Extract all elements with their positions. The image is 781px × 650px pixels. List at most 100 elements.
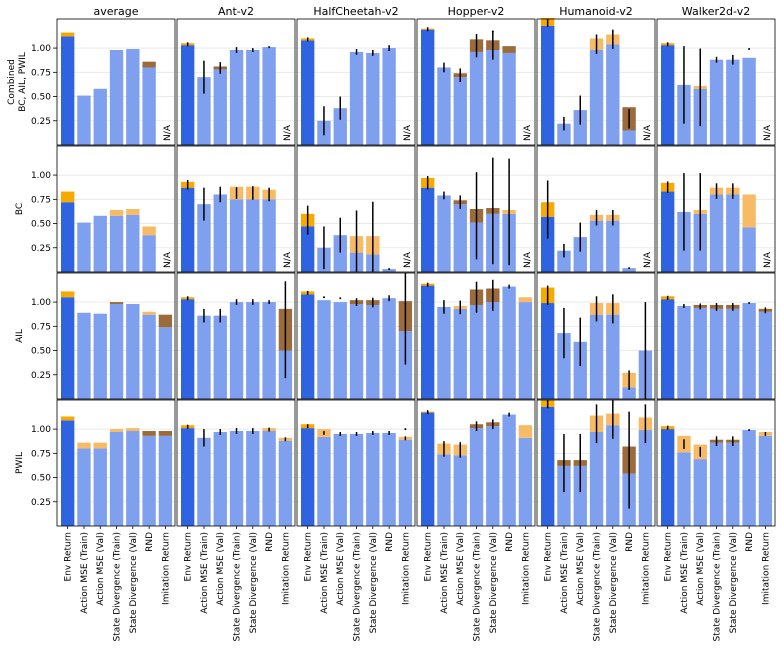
bar	[606, 44, 620, 146]
bar	[742, 57, 756, 146]
y-tick-label: 0.25	[31, 498, 51, 508]
panel-frame	[416, 272, 536, 400]
x-tick-label: State Divergence (Train)	[353, 532, 363, 641]
row-label-line: AIL	[15, 329, 25, 343]
panel-frame	[536, 399, 656, 527]
bar	[61, 420, 75, 526]
bar	[486, 426, 500, 526]
bar	[77, 312, 91, 399]
bar	[301, 294, 315, 399]
bar	[213, 69, 227, 145]
na-label: N/A	[403, 124, 413, 141]
bar-extra	[61, 291, 75, 298]
bar-extra	[158, 431, 173, 436]
panel-frame	[176, 18, 296, 146]
panel-frame	[416, 18, 536, 146]
y-tick-label: 0.50	[31, 474, 51, 484]
x-tick-label: RND	[505, 532, 515, 552]
bar	[541, 406, 555, 526]
bar	[606, 425, 620, 526]
bar-extra	[77, 442, 91, 449]
bar	[333, 302, 347, 399]
bar	[541, 25, 555, 145]
bar-extra	[502, 46, 516, 53]
row-label-line: BC	[15, 203, 25, 215]
bar	[126, 214, 140, 272]
bar	[437, 67, 451, 145]
na-label: N/A	[283, 251, 293, 268]
outlier-dot	[339, 297, 342, 300]
x-tick-label: RND	[265, 532, 275, 552]
x-tick-label: State Divergence (Val)	[129, 532, 139, 633]
bar	[421, 412, 435, 526]
bar	[661, 45, 675, 145]
x-tick-label: Action MSE (Val)	[696, 532, 706, 606]
bar	[262, 199, 276, 272]
bar	[213, 431, 227, 526]
bar-extra	[109, 209, 124, 216]
na-label: N/A	[403, 251, 413, 268]
bar-extra	[61, 416, 75, 421]
bar	[301, 226, 315, 272]
bar	[181, 45, 195, 145]
panel-frame	[656, 272, 776, 400]
bar	[742, 303, 756, 399]
bar	[589, 314, 604, 399]
panel-frame	[656, 399, 776, 527]
outlier-dot	[491, 30, 494, 33]
bar-extra	[518, 425, 533, 438]
row-label: PWIL	[15, 452, 25, 474]
bar	[126, 49, 140, 145]
outlier-dot	[748, 48, 751, 51]
bar	[142, 67, 156, 145]
bar	[229, 302, 244, 399]
na-label: N/A	[523, 251, 533, 268]
x-tick-label: Imitation Return	[761, 532, 771, 605]
bar	[142, 235, 156, 272]
bar	[469, 428, 484, 526]
bar	[518, 437, 533, 526]
bar-extra	[109, 302, 124, 305]
bar	[229, 199, 244, 272]
bar	[262, 431, 276, 526]
bar	[366, 304, 380, 399]
x-tick-label: Action MSE (Train)	[80, 532, 90, 614]
bar	[502, 414, 516, 526]
panel-frame	[56, 399, 176, 527]
bar	[469, 51, 484, 146]
x-tick-label: Imitation Return	[521, 532, 531, 605]
bar	[246, 302, 260, 399]
bar	[486, 302, 500, 399]
panel-frame	[296, 272, 416, 400]
bar	[77, 448, 91, 526]
row-label: BC	[15, 203, 25, 215]
x-tick-label: Env Return	[664, 532, 674, 581]
bar-extra	[109, 429, 124, 432]
bar	[126, 304, 140, 399]
x-tick-label: Env Return	[424, 532, 434, 581]
x-tick-label: State Divergence (Val)	[249, 532, 259, 633]
bar	[606, 314, 620, 399]
bar	[197, 77, 211, 145]
bar	[589, 220, 604, 272]
y-tick-label: 0.50	[31, 220, 51, 230]
row-label: CombinedBC, AIL, PWIL	[7, 52, 28, 112]
row-label-line: BC, AIL, PWIL	[18, 52, 28, 112]
bar	[742, 430, 756, 526]
na-label: N/A	[283, 124, 293, 141]
x-tick-label: State Divergence (Train)	[473, 532, 483, 641]
bar	[246, 199, 260, 272]
y-tick-label: 1.00	[31, 298, 51, 308]
bar	[349, 433, 364, 526]
bar	[301, 40, 315, 146]
bar	[486, 50, 500, 146]
bar-extra	[158, 314, 173, 328]
bar	[589, 431, 604, 526]
outlier-dot	[322, 296, 325, 299]
x-tick-label: State Divergence (Val)	[489, 532, 499, 633]
bar	[541, 216, 555, 272]
x-tick-label: Imitation Return	[161, 532, 171, 605]
bar	[677, 452, 691, 526]
panel-frame	[56, 145, 176, 273]
